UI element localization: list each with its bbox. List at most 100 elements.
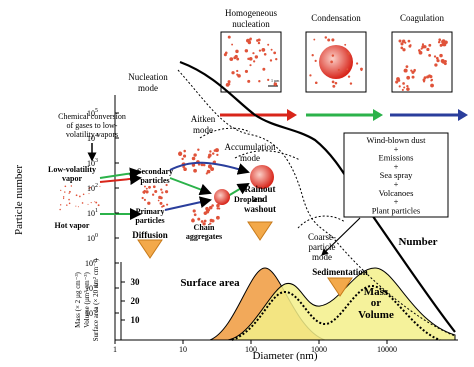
source-label: Wind-blown dust — [367, 135, 427, 145]
process-label: and — [253, 194, 268, 204]
tick-base: 10 — [87, 209, 95, 218]
particle — [400, 42, 404, 46]
particle — [227, 35, 231, 39]
particle — [244, 49, 249, 53]
mode-label: mode — [312, 252, 332, 262]
particle — [229, 57, 234, 61]
tick-exp: 5 — [95, 108, 98, 114]
particle — [59, 204, 62, 206]
process-label: Primary — [136, 207, 165, 216]
sink-funnel — [327, 277, 353, 297]
source-label: Sea spray — [380, 170, 414, 180]
particle — [191, 163, 196, 167]
panel-title: Condensation — [311, 13, 361, 23]
particle — [438, 40, 441, 44]
particle — [143, 189, 146, 193]
particle — [337, 68, 340, 72]
mode-label: Coarse- — [308, 232, 336, 242]
particle — [410, 69, 413, 72]
mass-volume-curve — [227, 267, 456, 341]
tick-exp: 1 — [95, 208, 98, 214]
particle — [63, 197, 65, 199]
particle — [413, 68, 416, 72]
particle — [247, 79, 251, 83]
particle — [231, 71, 235, 75]
number-dotted-curve — [177, 69, 456, 337]
sink-funnel — [137, 239, 163, 259]
particle — [216, 203, 220, 208]
particle — [441, 42, 446, 47]
particle — [154, 189, 158, 194]
process-label: vapor — [62, 174, 82, 183]
particle — [269, 59, 273, 62]
particle — [442, 61, 445, 64]
particle — [429, 74, 433, 79]
particle — [236, 69, 239, 73]
particle — [64, 185, 67, 188]
y-tick-label: 103 — [87, 158, 98, 168]
inset-tick-label: 20 — [131, 296, 141, 306]
particle — [165, 183, 168, 187]
particle — [81, 202, 84, 204]
particle — [258, 80, 261, 83]
x-tick-label: 1 — [113, 345, 117, 354]
curve-label: or — [371, 297, 382, 309]
y-axis-label: Particle number — [13, 165, 25, 235]
source-label: Plant particles — [372, 205, 420, 215]
y-tick-label: 10-2 — [85, 283, 98, 293]
particle — [403, 68, 408, 73]
particle — [141, 196, 144, 200]
particle — [191, 218, 195, 223]
particle — [181, 157, 184, 161]
particle — [247, 57, 250, 61]
particle — [68, 190, 71, 193]
process-label: Low-volatility — [48, 165, 96, 174]
tick-exp: 3 — [95, 158, 98, 164]
x-tick-label: 10 — [179, 345, 187, 354]
particle — [160, 188, 163, 191]
process-label: Secondary — [137, 167, 173, 176]
tick-base: 10 — [85, 309, 93, 318]
particle — [346, 52, 350, 56]
particle — [314, 81, 318, 85]
particle — [436, 59, 440, 63]
particle — [334, 81, 338, 85]
particle — [444, 59, 447, 63]
particle — [68, 202, 71, 205]
particle — [158, 197, 161, 199]
particle — [211, 204, 214, 207]
particle — [193, 213, 197, 217]
particle — [406, 87, 410, 91]
tick-base: 10 — [87, 159, 95, 168]
particle — [356, 62, 359, 65]
particle — [157, 199, 160, 202]
particle — [349, 82, 353, 85]
particle — [147, 201, 151, 205]
particle — [207, 208, 211, 212]
particle — [314, 59, 317, 62]
particle — [148, 185, 151, 189]
curve-label: Volume — [358, 309, 394, 321]
particle — [244, 69, 249, 73]
number-curve — [179, 60, 456, 333]
particle — [209, 222, 212, 225]
particle — [193, 168, 197, 173]
x-axis-label: Diameter (nm) — [252, 350, 317, 362]
y-tick-label: 10-1 — [85, 258, 98, 268]
particle — [99, 185, 101, 187]
particle — [66, 204, 68, 206]
panel-box — [220, 31, 282, 93]
particle — [426, 75, 430, 79]
particle — [422, 80, 426, 83]
tick-exp: -2 — [93, 283, 98, 289]
particle — [205, 172, 208, 175]
particle — [428, 53, 432, 57]
source-label: Emissions — [379, 153, 414, 163]
particle — [261, 47, 266, 52]
mode-label: mode — [193, 125, 213, 135]
process-label: particles — [135, 216, 164, 225]
particle — [252, 52, 255, 55]
particle — [87, 203, 89, 205]
particle — [438, 38, 442, 42]
tick-exp: 2 — [95, 183, 98, 189]
